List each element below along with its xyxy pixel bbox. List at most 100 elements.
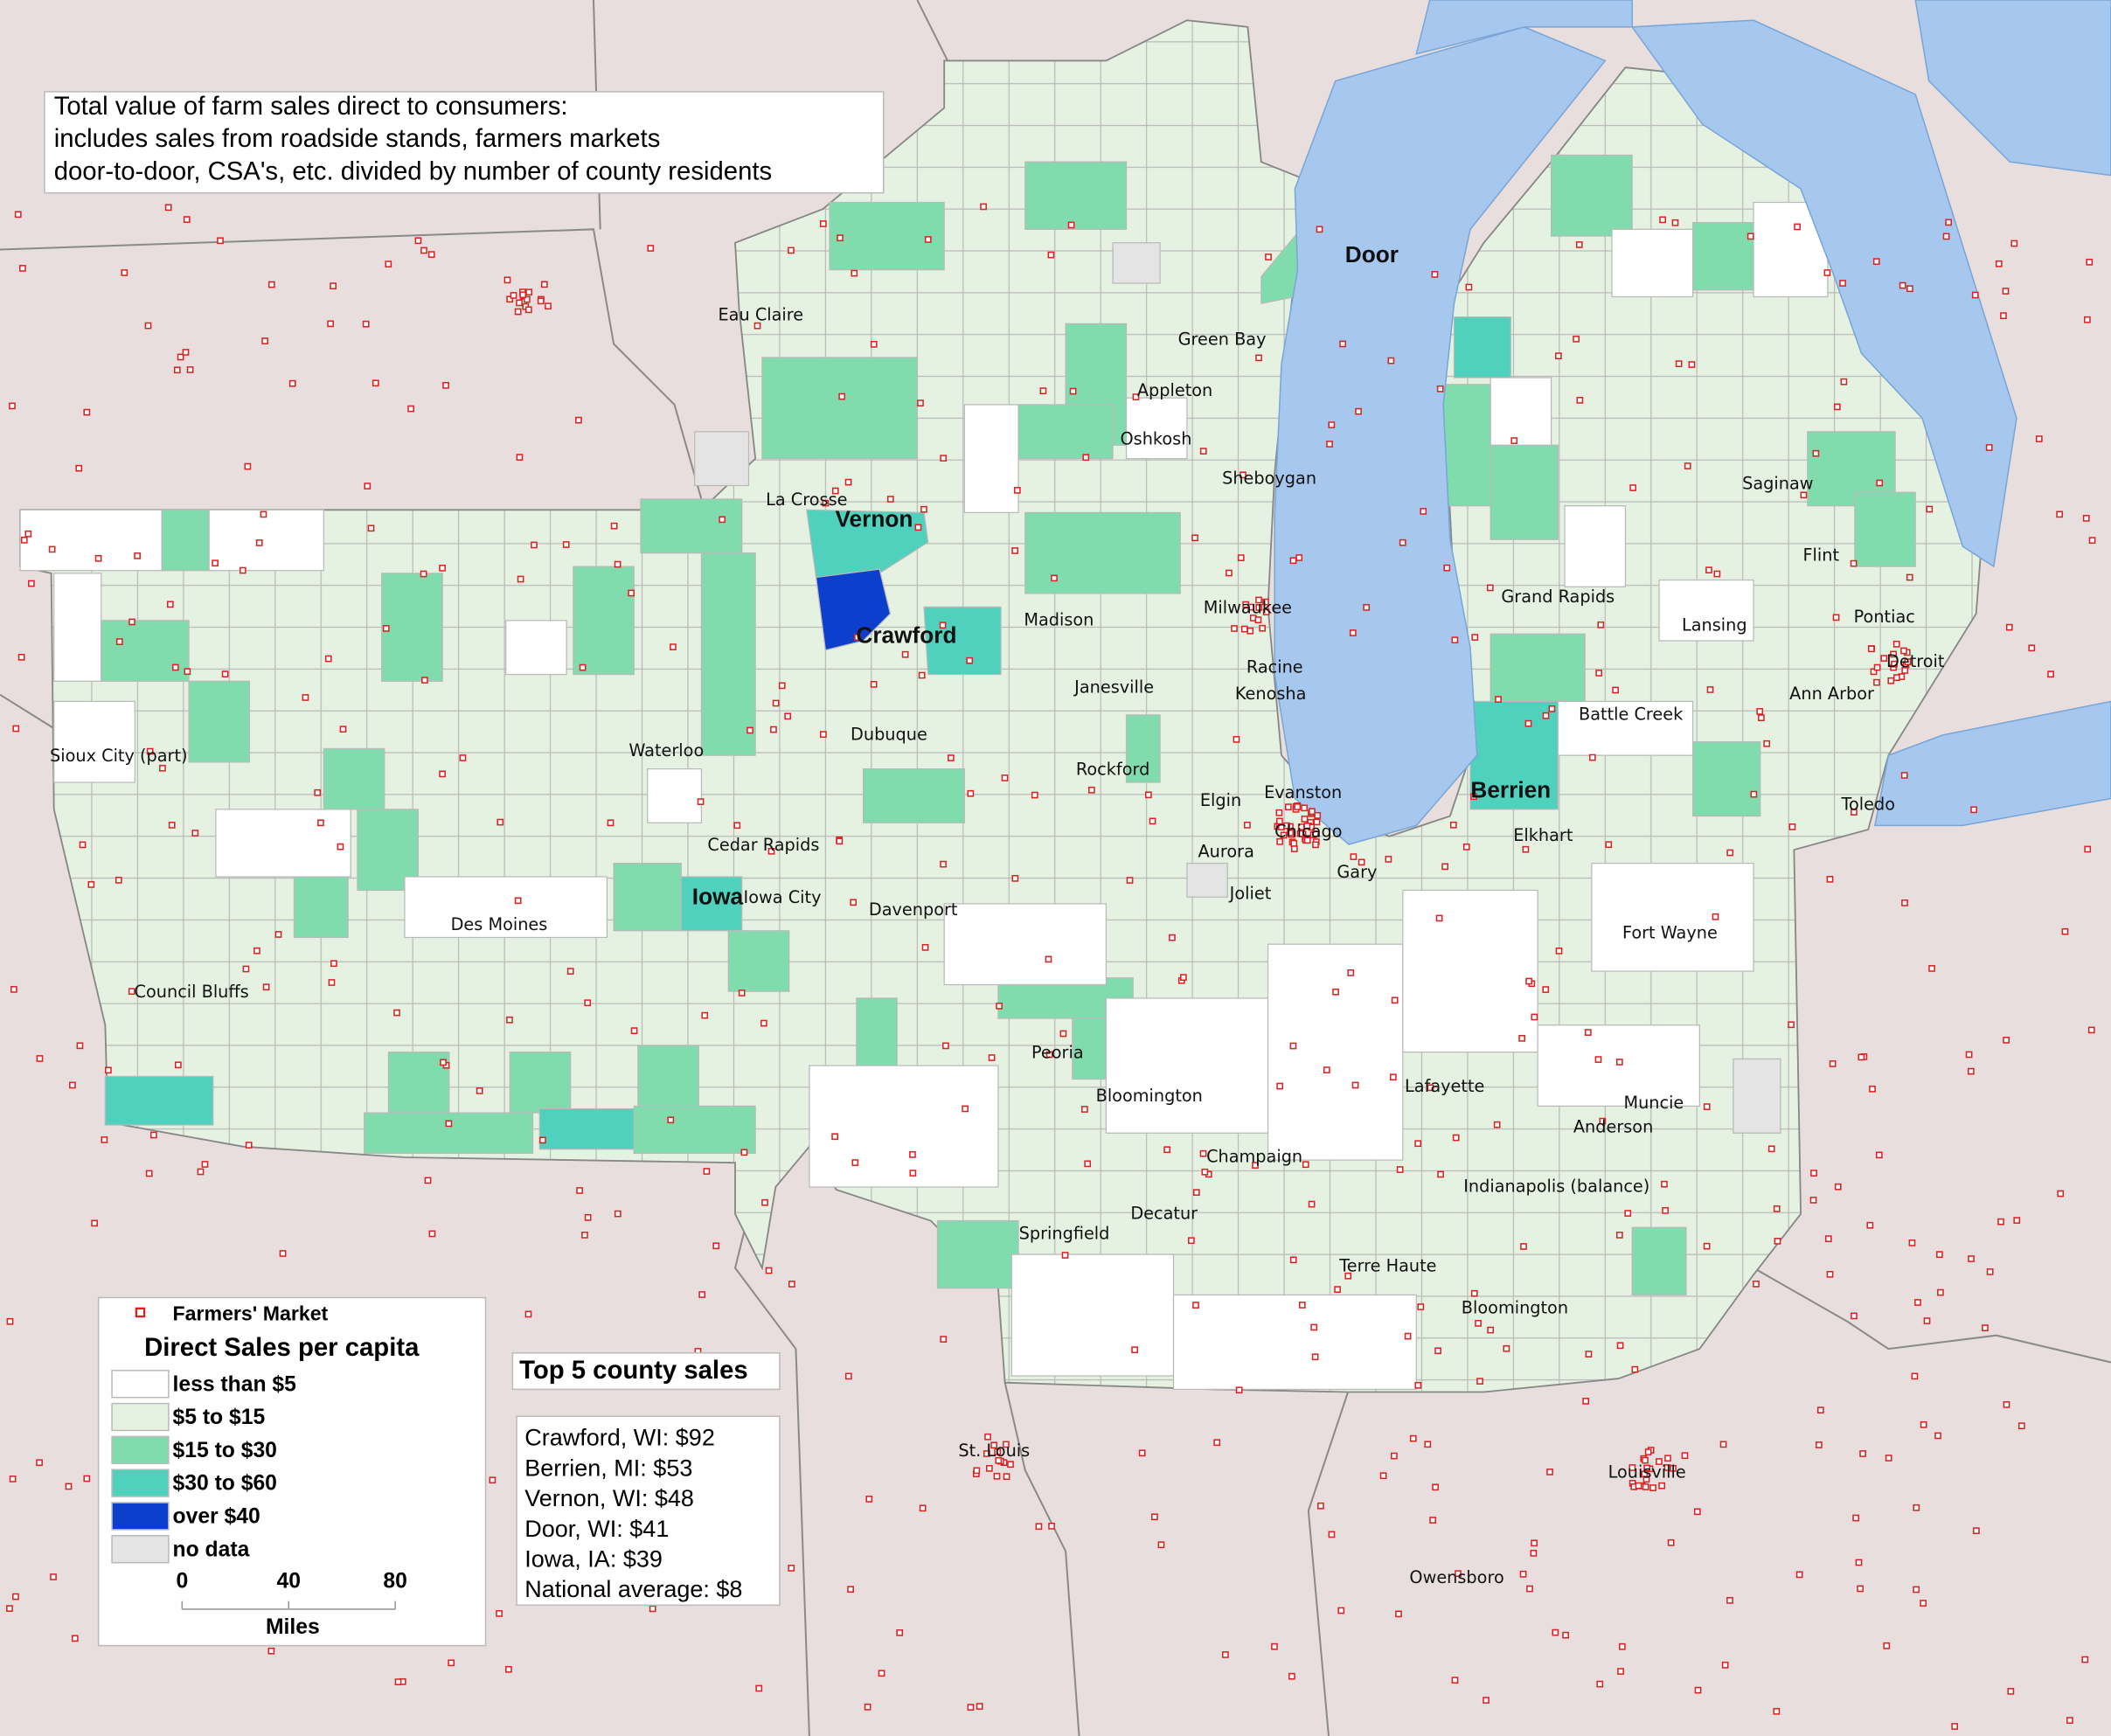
market-dot [1409, 1434, 1417, 1442]
city-label: Indianapolis (balance) [1463, 1176, 1649, 1196]
market-dot [1231, 625, 1238, 632]
market-dot [420, 570, 427, 578]
city-label: Rockford [1076, 760, 1149, 780]
market-dot [1688, 361, 1696, 368]
market-dot [1298, 1302, 1306, 1309]
market-dot [2057, 1190, 2065, 1198]
market-dot [1379, 1472, 1387, 1480]
title: Total value of farm sales direct to cons… [54, 92, 772, 185]
market-dot [1344, 1272, 1352, 1280]
market-dot [12, 1593, 19, 1601]
market-dot [327, 320, 334, 328]
city-label: Aurora [1198, 842, 1254, 862]
market-dot [1303, 837, 1311, 844]
top5-title: Top 5 county sales [519, 1356, 748, 1385]
market-dot [719, 516, 726, 524]
top5-title-box [511, 1351, 781, 1391]
market-dot [940, 455, 948, 462]
market-dot [2013, 1217, 2021, 1224]
market-dot [337, 843, 344, 851]
market-dot [822, 499, 830, 507]
city-label: Grand Rapids [1501, 587, 1614, 607]
market-dot [1308, 1200, 1316, 1208]
city-label: Peoria [1031, 1043, 1084, 1063]
market-dot [1934, 1432, 1941, 1440]
market-dot [1923, 1317, 1931, 1324]
market-dot [1703, 1242, 1711, 1250]
market-dot [510, 292, 517, 299]
market-dot [267, 281, 275, 288]
market-dot [1619, 1642, 1626, 1650]
city-label: Green Bay [1178, 329, 1267, 349]
market-dot [1432, 1483, 1439, 1491]
market-dot [255, 539, 263, 546]
market-dot [1192, 1189, 1200, 1197]
market-dot [279, 1250, 287, 1257]
market-dot [1851, 809, 1858, 816]
market-dot [1431, 271, 1439, 278]
market-dot [1746, 233, 1754, 240]
market-dot [1997, 1218, 2004, 1226]
city-label: Lafayette [1405, 1076, 1484, 1096]
top5-line: Vernon, WI: $48 [524, 1485, 694, 1511]
market-dot [1719, 1441, 1727, 1448]
market-dot [1483, 1697, 1490, 1704]
market-dot [2084, 845, 2092, 853]
market-dot [1316, 226, 1323, 233]
market-dot [712, 1242, 720, 1250]
market-dot [517, 575, 524, 583]
market-dot [1794, 223, 1801, 231]
market-symbol [135, 1307, 146, 1318]
market-dot [2003, 1036, 2010, 1044]
market-dot [1039, 387, 1047, 395]
market-dot [2082, 515, 2090, 522]
market-dot [914, 524, 922, 531]
market-dot [1767, 1145, 1775, 1153]
market-dot [1493, 1121, 1501, 1128]
legend-swatch [111, 1502, 170, 1531]
market-dot [516, 454, 524, 461]
market-dot [1451, 636, 1459, 644]
market-dot [445, 1120, 453, 1128]
market-dot [1951, 1723, 1959, 1730]
market-dot [1289, 557, 1297, 565]
city-label: Elgin [1200, 790, 1241, 810]
market-dot [19, 265, 26, 272]
market-dot [983, 1450, 990, 1457]
market-dot [584, 999, 592, 1007]
market-dot [1662, 1206, 1669, 1214]
top5-list: Crawford, WI: $92 Berrien, MI: $53 Vernon,… [524, 1425, 742, 1603]
market-dot [1199, 1149, 1207, 1157]
market-dot [537, 297, 545, 305]
market-dot [1391, 996, 1399, 1004]
market-dot [1664, 1455, 1671, 1462]
market-dot [48, 545, 56, 553]
top5-line: Iowa, IA: $39 [524, 1546, 663, 1573]
market-dot [1237, 554, 1245, 561]
legend-items: less than $5 $5 to $15 $15 to $30 $30 to $6… [111, 1370, 296, 1564]
market-dot [1900, 772, 1908, 779]
market-dot [1031, 791, 1038, 799]
market-dot [1890, 650, 1897, 658]
city-label: Racine [1246, 656, 1303, 677]
legend-swatch [111, 1370, 170, 1399]
market-dot [1913, 1503, 1920, 1511]
market-dot [516, 299, 523, 307]
market-dot [1985, 444, 1993, 451]
market-dot [990, 1441, 997, 1449]
city-label: Evanston [1264, 782, 1342, 802]
market-dot [2005, 623, 2013, 631]
market-dot [1495, 696, 1502, 703]
market-dot [1312, 830, 1319, 837]
market-dot [514, 308, 522, 316]
market-dot [2081, 1656, 2089, 1663]
market-dot [1244, 821, 1251, 829]
market-dot [1945, 219, 1953, 226]
market-dot [1642, 1483, 1649, 1490]
city-label: Janesville [1073, 677, 1154, 697]
market-dot [1900, 647, 1907, 655]
county-label: Crawford [856, 621, 956, 648]
market-dot [614, 1210, 621, 1218]
market-dot [1562, 1631, 1569, 1639]
market-dot [1011, 875, 1019, 882]
